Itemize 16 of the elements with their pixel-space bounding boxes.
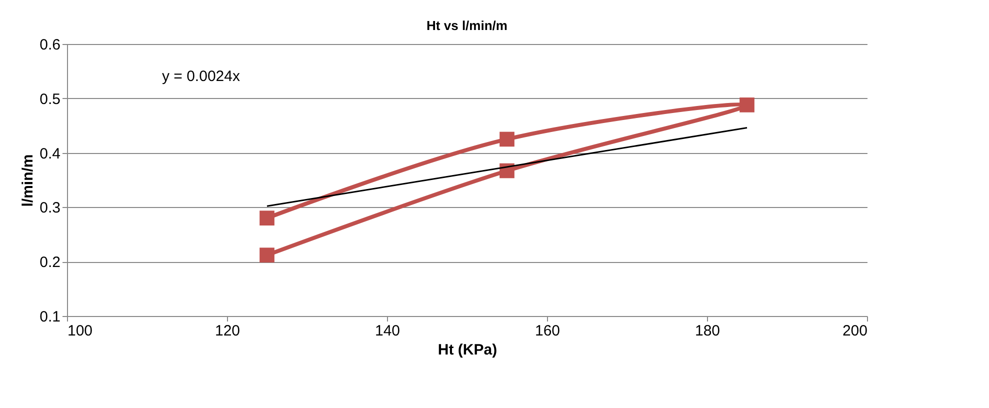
y-tick-label: 0.2 xyxy=(40,254,60,272)
x-tick-label: 120 xyxy=(214,322,240,340)
y-tick-label: 0.3 xyxy=(40,200,60,217)
x-tick-label: 200 xyxy=(842,322,868,340)
x-tick-label: 160 xyxy=(534,322,560,340)
y-axis-title: l/min/m xyxy=(20,154,37,207)
chart-title: Ht vs l/min/m xyxy=(426,18,508,33)
annotation: y = 0.0024x xyxy=(162,68,240,85)
y-tick-label: 0.4 xyxy=(40,145,60,162)
y-tick-label: 0.6 xyxy=(40,36,60,54)
x-axis-title: Ht (KPa) xyxy=(438,342,498,358)
x-tick-label: 100 xyxy=(68,322,93,340)
y-tick-label: 0.1 xyxy=(40,308,60,326)
x-tick-label: 180 xyxy=(694,322,720,340)
x-tick-label: 140 xyxy=(374,322,400,340)
y-tick-label: 0.5 xyxy=(40,90,60,108)
